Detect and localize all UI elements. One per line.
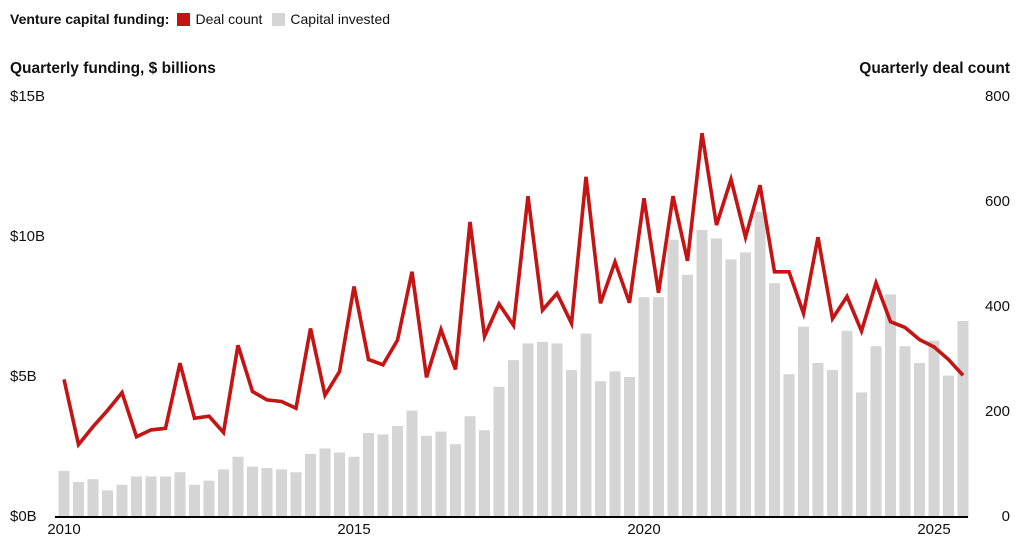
capital-invested-bar — [290, 472, 302, 517]
left-axis-title: Quarterly funding, $ billions — [10, 60, 216, 77]
capital-invested-bar — [595, 381, 606, 517]
capital-invested-bar — [856, 392, 867, 517]
legend-title: Venture capital funding: — [10, 11, 170, 27]
y-axis-label-left: $5B — [10, 368, 37, 385]
capital-invested-bar — [696, 230, 708, 517]
capital-invested-bar — [247, 466, 258, 517]
capital-invested-bar — [334, 452, 345, 517]
capital-invested-bar — [189, 484, 200, 517]
y-axis-label-right: 200 — [984, 403, 1010, 420]
capital-invested-bar — [798, 326, 809, 517]
capital-invested-bar — [131, 476, 142, 517]
capital-invested-bar — [464, 416, 476, 517]
capital-invested-bar — [566, 370, 577, 517]
capital-invested-bar — [493, 386, 505, 517]
capital-invested-bar — [406, 410, 418, 517]
capital-invested-bar — [145, 476, 157, 517]
capital-invested-bar — [827, 370, 838, 517]
x-axis-label: 2020 — [627, 521, 661, 538]
capital-invested-bar — [740, 252, 751, 517]
capital-invested-bar — [160, 476, 171, 517]
capital-invested-bar — [928, 340, 940, 517]
x-axis-label: 2010 — [47, 521, 81, 538]
y-axis-label-right: 0 — [1001, 508, 1010, 525]
capital-invested-bar — [261, 468, 273, 517]
capital-invested-bar — [435, 431, 447, 517]
capital-invested-bar — [812, 363, 824, 517]
capital-invested-bar — [87, 479, 99, 517]
y-axis-label-left: $10B — [10, 228, 46, 245]
capital-invested-bar — [638, 297, 650, 517]
capital-invested-bar — [116, 484, 128, 517]
y-axis-label-left: $15B — [10, 88, 46, 105]
y-axis-label-right: 800 — [984, 88, 1010, 105]
capital-invested-bar — [783, 374, 795, 517]
capital-invested-bar — [769, 283, 780, 517]
capital-invested-bar — [203, 480, 215, 517]
capital-invested-bar — [450, 444, 461, 517]
capital-invested-bar — [899, 346, 911, 517]
deal-count-swatch-icon — [177, 13, 191, 26]
capital-invested-bar — [522, 343, 534, 517]
capital-invested-bar — [363, 433, 374, 517]
legend: Venture capital funding: Deal count Capi… — [10, 11, 400, 28]
x-axis-label: 2015 — [337, 521, 371, 538]
capital-invested-bar — [479, 430, 490, 517]
capital-invested-bar — [580, 333, 592, 517]
right-axis-title: Quarterly deal count — [859, 60, 1010, 77]
capital-invested-bar — [58, 470, 70, 517]
capital-invested-bar — [508, 360, 519, 517]
capital-invested-bar — [551, 343, 563, 517]
capital-invested-bar — [276, 469, 287, 517]
capital-invested-bar — [682, 274, 693, 517]
capital-invested-bar — [667, 239, 679, 518]
legend-item-deal-count: Deal count — [177, 11, 262, 28]
y-axis-label-left: $0B — [10, 508, 37, 525]
capital-invested-bars — [58, 211, 969, 518]
capital-invested-bar — [421, 435, 432, 517]
capital-invested-bar — [102, 490, 113, 517]
legend-item-label: Deal count — [195, 11, 263, 27]
capital-invested-bar — [653, 297, 664, 517]
legend-item-capital-invested: Capital invested — [272, 11, 390, 28]
capital-invested-bar — [174, 472, 186, 517]
capital-invested-bar — [319, 448, 331, 517]
capital-invested-bar — [957, 321, 969, 517]
capital-invested-bar — [218, 469, 229, 517]
capital-invested-bar — [73, 482, 84, 517]
capital-invested-bar — [870, 346, 882, 517]
capital-invested-bar — [943, 375, 954, 517]
capital-invested-bar — [885, 294, 896, 517]
capital-invested-bar — [725, 259, 737, 517]
capital-invested-bar — [537, 342, 548, 517]
capital-invested-bar — [392, 426, 403, 517]
y-axis-label-right: 400 — [984, 298, 1010, 315]
capital-invested-bar — [754, 211, 766, 518]
capital-invested-bar — [305, 454, 316, 517]
capital-invested-bar — [348, 456, 360, 517]
capital-invested-bar — [377, 434, 389, 517]
legend-item-label: Capital invested — [290, 11, 391, 27]
capital-invested-bar — [914, 363, 925, 517]
x-axis-label: 2025 — [917, 521, 951, 538]
capital-invested-bar — [232, 456, 244, 517]
y-axis-label-right: 600 — [984, 193, 1010, 210]
capital-invested-bar — [624, 377, 635, 517]
capital-invested-bar — [711, 238, 722, 517]
capital-invested-swatch-icon — [272, 13, 286, 26]
capital-invested-bar — [609, 371, 621, 517]
deal-count-line — [62, 132, 965, 449]
capital-invested-bar — [841, 330, 853, 517]
